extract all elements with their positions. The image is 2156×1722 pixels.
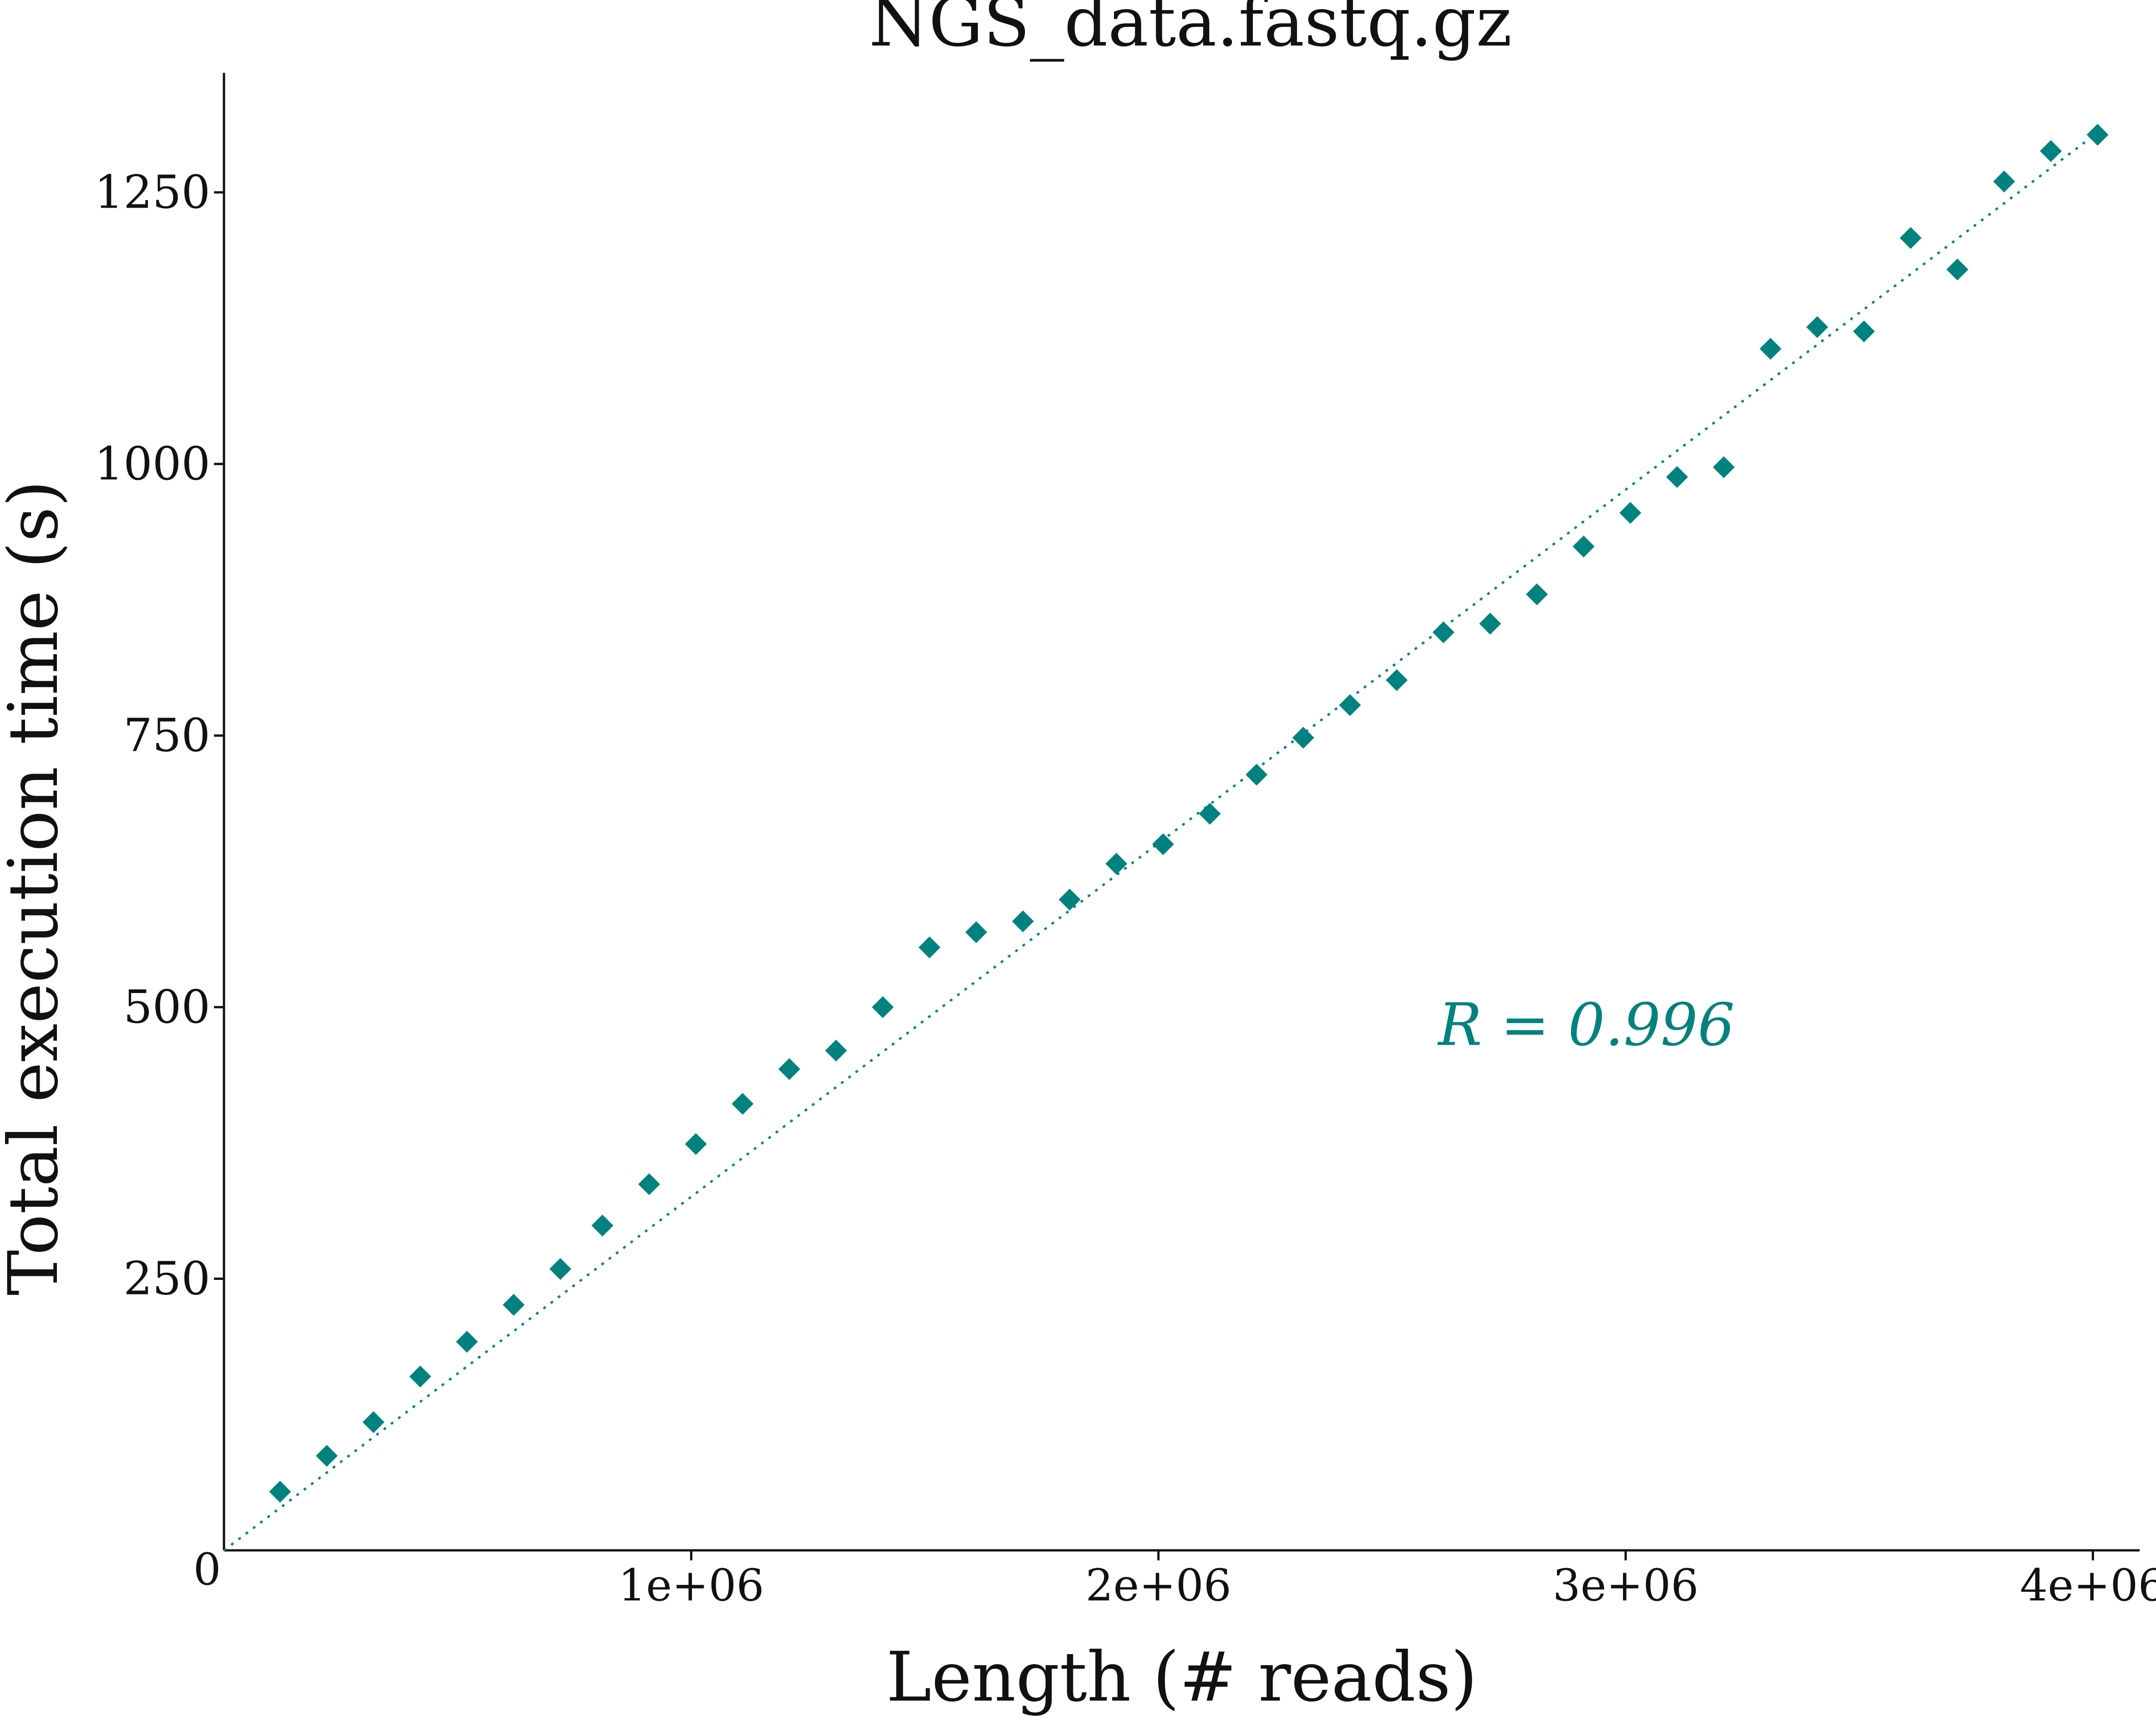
x-tick-label: 3e+06: [1553, 1560, 1698, 1611]
data-point: [362, 1411, 385, 1433]
y-tick-label: 1250: [95, 165, 211, 219]
x-tick-label: 2e+06: [1085, 1560, 1231, 1611]
y-tick-label: 250: [123, 1252, 210, 1305]
data-point: [1292, 727, 1314, 749]
data-point: [918, 936, 941, 958]
data-point: [1432, 621, 1454, 643]
r-annotation: R = 0.996: [1437, 991, 1734, 1059]
data-point: [778, 1058, 800, 1080]
y-tick-label: 750: [123, 708, 210, 762]
data-point: [1946, 258, 1968, 280]
data-point: [456, 1330, 478, 1353]
data-point: [1246, 764, 1268, 786]
data-point: [1526, 583, 1548, 606]
data-point: [2086, 124, 2109, 146]
data-point: [1759, 338, 1782, 360]
data-point: [872, 996, 894, 1018]
data-point: [1993, 170, 2015, 193]
data-point: [315, 1445, 338, 1467]
data-point: [1479, 612, 1501, 635]
x-ticks: 1e+06 2e+06 3e+06 4e+06: [618, 1550, 2156, 1611]
data-point: [1853, 320, 1875, 342]
data-point: [1199, 803, 1221, 825]
data-point: [549, 1258, 571, 1280]
data-point: [732, 1093, 754, 1115]
data-point: [1105, 853, 1128, 875]
data-point: [1713, 456, 1735, 479]
y-ticks: 250 500 750 1000 1250: [95, 165, 224, 1305]
origin-label: 0: [193, 1544, 221, 1595]
data-point: [1900, 227, 1922, 249]
data-point: [1012, 910, 1034, 932]
data-point: [685, 1133, 707, 1155]
data-point: [1339, 694, 1361, 716]
data-point: [1619, 502, 1642, 524]
data-point: [409, 1365, 432, 1388]
x-tick-label: 1e+06: [618, 1560, 764, 1611]
data-points: [269, 124, 2109, 1503]
data-point: [1386, 669, 1408, 691]
data-point: [638, 1173, 660, 1195]
chart-title: NGS_data.fastq.gz: [869, 0, 1512, 62]
y-tick-label: 500: [123, 980, 210, 1034]
data-point: [2039, 140, 2062, 162]
data-point: [1152, 833, 1174, 856]
y-axis-label: Total execution time (s): [0, 480, 73, 1296]
data-point: [591, 1214, 614, 1237]
data-point: [269, 1481, 291, 1503]
data-point: [1666, 466, 1688, 488]
x-tick-label: 4e+06: [2020, 1560, 2156, 1611]
y-tick-label: 1000: [95, 437, 211, 490]
data-point: [503, 1294, 525, 1316]
x-axis-label: Length (# reads): [886, 1638, 1478, 1717]
data-point: [1806, 316, 1828, 338]
data-point: [825, 1039, 847, 1062]
data-point: [1572, 535, 1595, 558]
data-point: [965, 921, 987, 943]
data-point: [1058, 888, 1081, 911]
